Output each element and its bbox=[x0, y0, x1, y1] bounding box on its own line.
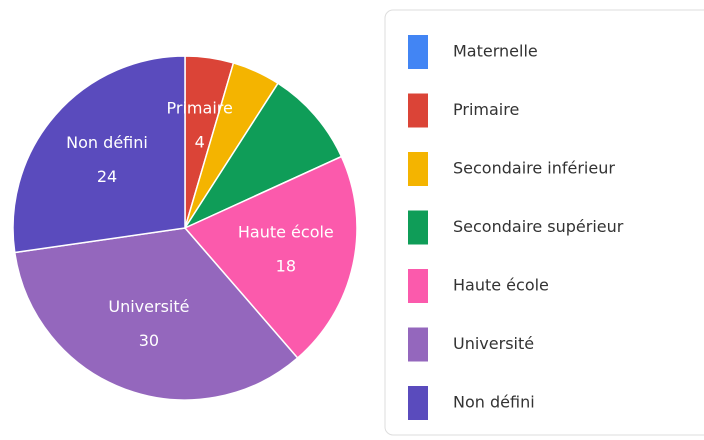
legend-label: Primaire bbox=[453, 100, 519, 119]
legend-label: Secondaire supérieur bbox=[453, 217, 624, 236]
slice-value: 4 bbox=[195, 132, 205, 151]
legend-swatch bbox=[408, 269, 428, 303]
slice-label: Non défini bbox=[66, 133, 148, 152]
legend-swatch bbox=[408, 327, 428, 362]
legend-swatch bbox=[408, 93, 428, 128]
legend-swatch bbox=[408, 210, 428, 245]
slice-value: 30 bbox=[139, 331, 159, 350]
legend-label: Université bbox=[453, 334, 534, 353]
legend-label: Maternelle bbox=[453, 42, 538, 61]
legend-swatch bbox=[408, 386, 428, 420]
legend-swatch bbox=[408, 35, 428, 69]
legend-label: Non défini bbox=[453, 393, 535, 412]
slice-label: Université bbox=[108, 297, 189, 316]
pie-slice bbox=[183, 155, 358, 360]
legend-box bbox=[384, 9, 704, 436]
pie-slice bbox=[13, 227, 299, 401]
pie-slice bbox=[182, 82, 343, 230]
legend-label: Secondaire inférieur bbox=[453, 159, 615, 178]
slice-value: 18 bbox=[276, 256, 296, 275]
slice-value: 24 bbox=[97, 167, 117, 186]
legend-swatch bbox=[408, 152, 428, 186]
pie-slice bbox=[12, 55, 186, 254]
slice-label: Haute école bbox=[238, 222, 334, 241]
slice-label: Primaire bbox=[167, 98, 233, 117]
legend-label: Haute école bbox=[453, 276, 549, 295]
